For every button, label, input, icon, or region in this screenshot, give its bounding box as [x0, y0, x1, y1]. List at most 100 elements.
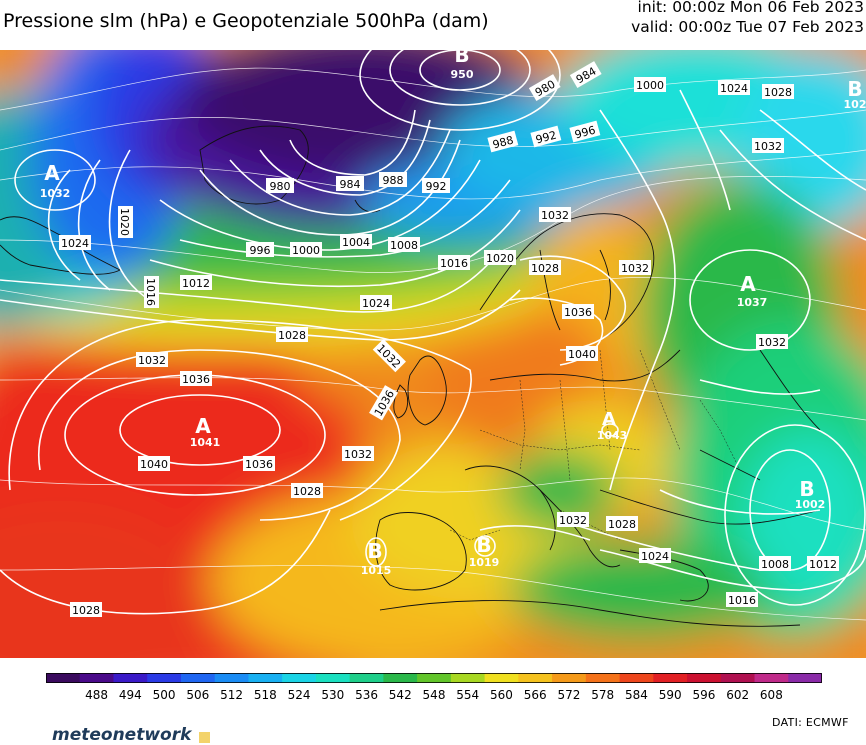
brand-mark — [199, 732, 210, 743]
svg-text:1002: 1002 — [795, 498, 826, 511]
colorbar-tick-label: 518 — [254, 688, 277, 702]
svg-text:1032: 1032 — [40, 187, 71, 200]
svg-text:B: B — [454, 50, 469, 67]
isobar-label: 996 — [573, 123, 597, 141]
isobar-label: 1036 — [245, 458, 273, 471]
isobar-label: 1032 — [138, 354, 166, 367]
weather-map: 980 984 988 992 996 1000 1004 1008 1012 … — [0, 50, 866, 658]
isobar-label: 1032 — [344, 448, 372, 461]
isobar-label: 1008 — [390, 239, 418, 252]
isobar-label: 1024 — [641, 550, 669, 563]
isobar-label: 1028 — [278, 329, 306, 342]
colorbar-tick-label: 590 — [659, 688, 682, 702]
colorbar-border — [46, 673, 822, 683]
isobar-label: 1020 — [118, 208, 131, 236]
colorbar-swatch — [585, 673, 621, 683]
isobar-label: 1028 — [531, 262, 559, 275]
isobar-label: 1024 — [720, 82, 748, 95]
isobar-label: 996 — [250, 244, 271, 257]
isobar-label: 1032 — [541, 209, 569, 222]
isobar-label: 1032 — [621, 262, 649, 275]
colorbar-swatch — [248, 673, 283, 683]
coastlines — [0, 125, 821, 627]
colorbar-tick-label: 524 — [288, 688, 311, 702]
isobar-label: 1028 — [72, 604, 100, 617]
colorbar-tick-label: 572 — [558, 688, 581, 702]
colorbar-swatch — [518, 673, 553, 683]
colorbar-tick-label: 536 — [355, 688, 378, 702]
colorbar-swatch — [484, 673, 519, 683]
isobar-label: 1028 — [608, 518, 636, 531]
colorbar-tick-label: 530 — [321, 688, 344, 702]
colorbar-swatch — [315, 673, 351, 683]
colorbar-tick-label: 494 — [119, 688, 142, 702]
svg-text:A: A — [740, 272, 756, 296]
colorbar: 488 494 500 506 512 518 524 530 536 542 548 554 560 5… — [46, 673, 823, 707]
colorbar-swatch — [417, 673, 452, 683]
svg-text:A: A — [195, 414, 211, 438]
colorbar-tick-label: 542 — [389, 688, 412, 702]
isobar-label: 1040 — [568, 348, 596, 361]
svg-text:B: B — [847, 77, 862, 101]
colorbar-tick-label: 560 — [490, 688, 513, 702]
brand-logo: meteonetwork — [52, 725, 192, 745]
colorbar-swatch — [113, 673, 148, 683]
isobar-label: 1000 — [292, 244, 320, 257]
colorbar-swatch — [282, 673, 317, 683]
colorbar-tick-label: 548 — [423, 688, 446, 702]
svg-text:B: B — [799, 477, 814, 501]
svg-text:1043: 1043 — [597, 429, 628, 442]
isobar-label: 1032 — [758, 336, 786, 349]
isobar-label: 1024 — [362, 297, 390, 310]
colorbar-tick-label: 488 — [85, 688, 108, 702]
colorbar-tick-label: 596 — [692, 688, 715, 702]
colorbar-swatch — [788, 673, 823, 683]
svg-text:950: 950 — [451, 68, 474, 81]
isobar-label: 1020 — [486, 252, 514, 265]
colorbar-swatch — [619, 673, 654, 683]
isobar-label: 1004 — [342, 236, 370, 249]
colorbar-swatch — [46, 673, 81, 683]
svg-text:1037: 1037 — [737, 296, 768, 309]
isobar-label: 988 — [491, 133, 515, 151]
isobar-label: 1036 — [564, 306, 592, 319]
high-pressure-center: A 1032 — [40, 161, 71, 200]
svg-text:1015: 1015 — [361, 564, 392, 577]
run-info: init: 00:00z Mon 06 Feb 2023 valid: 00:0… — [631, 0, 864, 37]
colorbar-swatch — [383, 673, 418, 683]
svg-text:B: B — [476, 533, 491, 557]
isobar-label: 980 — [270, 180, 291, 193]
colorbar-tick-label: 584 — [625, 688, 648, 702]
isobar-label: 1016 — [728, 594, 756, 607]
map-title: Pressione slm (hPa) e Geopotenziale 500h… — [3, 10, 489, 32]
colorbar-tick-label: 602 — [726, 688, 749, 702]
geopotential-field — [0, 50, 866, 658]
isobar-label: 1016 — [440, 257, 468, 270]
svg-text:A: A — [44, 161, 60, 185]
isobar-label: 984 — [340, 178, 361, 191]
isobar-label: 1012 — [809, 558, 837, 571]
colorbar-swatch — [754, 673, 789, 683]
svg-text:B: B — [367, 539, 382, 563]
isobar-label: 992 — [426, 180, 447, 193]
isobar-label: 1012 — [182, 277, 210, 290]
isobar-label: 1040 — [140, 458, 168, 471]
isobar-label: 1028 — [293, 485, 321, 498]
svg-text:102: 102 — [844, 98, 866, 111]
isobar-label: 992 — [534, 128, 558, 146]
svg-text:A: A — [602, 409, 616, 430]
colorbar-swatch — [349, 673, 384, 683]
colorbar-tick-label: 506 — [186, 688, 209, 702]
valid-time: valid: 00:00z Tue 07 Feb 2023 — [631, 18, 864, 36]
isobar-label-group: 980 984 988 992 996 1000 1004 1008 1012 … — [59, 61, 839, 617]
colorbar-swatch — [687, 673, 722, 683]
colorbar-tick-label: 578 — [591, 688, 614, 702]
